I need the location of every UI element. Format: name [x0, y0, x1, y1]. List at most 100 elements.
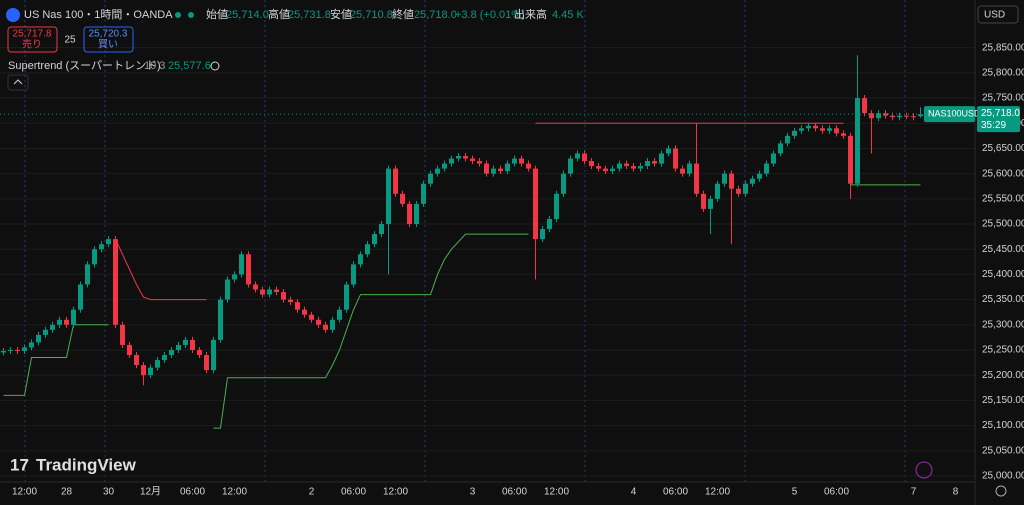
- candle-body: [134, 355, 139, 366]
- candle-body: [36, 334, 41, 343]
- candle-body: [575, 153, 580, 159]
- currency-button[interactable]: [977, 5, 1019, 24]
- candle-body: [750, 178, 755, 184]
- x-tick-label: 30: [103, 487, 115, 498]
- candle-body: [351, 264, 356, 285]
- sell-label: 売り: [22, 38, 42, 51]
- candle-body: [876, 113, 881, 119]
- y-tick-label: 25,400.00: [982, 269, 1024, 280]
- candle-body: [890, 115, 895, 118]
- candle-body: [379, 224, 384, 235]
- candle-body: [638, 166, 643, 169]
- candle-body: [568, 158, 573, 174]
- candle-body: [484, 163, 489, 174]
- candle-body: [197, 349, 202, 356]
- candle-body: [743, 183, 748, 194]
- candle-body: [603, 168, 608, 172]
- buy-price: 25,720.3: [89, 29, 128, 40]
- y-tick-label: 25,150.00: [982, 395, 1024, 406]
- candle-body: [232, 274, 237, 280]
- candle-body: [666, 148, 671, 154]
- candle-body: [911, 116, 916, 118]
- candle-body: [722, 173, 727, 184]
- hide-icon[interactable]: [210, 61, 220, 71]
- candle-body: [155, 360, 160, 368]
- candle-body: [512, 158, 517, 164]
- candle-body: [785, 135, 790, 144]
- candle-body: [358, 254, 363, 265]
- candle-body: [491, 168, 496, 174]
- candle-body: [645, 161, 650, 167]
- candle-body: [435, 168, 440, 174]
- candle-body: [841, 133, 846, 136]
- candle-body: [393, 168, 398, 194]
- buy-button[interactable]: [83, 26, 134, 53]
- candle-body: [57, 319, 62, 325]
- y-tick-label: 25,250.00: [982, 345, 1024, 356]
- x-tick-label: 06:00: [824, 487, 849, 498]
- y-tick-label: 25,550.00: [982, 193, 1024, 204]
- candle-body: [29, 342, 34, 348]
- candle-body: [8, 349, 13, 351]
- candle-body: [22, 347, 27, 351]
- x-tick-label: 06:00: [663, 487, 688, 498]
- candle-body: [736, 188, 741, 194]
- candle-body: [904, 115, 909, 117]
- candle-body: [729, 173, 734, 189]
- candle-body: [855, 98, 860, 184]
- y-tick-label: 25,300.00: [982, 319, 1024, 330]
- candle-body: [519, 158, 524, 164]
- candle-body: [813, 125, 818, 129]
- candle-body: [624, 163, 629, 167]
- candle-body: [617, 163, 622, 169]
- candle-body: [71, 309, 76, 325]
- supertrend-line: [213, 233, 529, 429]
- candle-body: [190, 339, 195, 350]
- sell-price: 25,717.8: [13, 29, 52, 40]
- alert-icon[interactable]: [915, 461, 933, 479]
- candle-body: [316, 319, 321, 325]
- symbol-icon: [6, 8, 20, 22]
- candle-body: [323, 324, 328, 330]
- candle-body: [246, 254, 251, 285]
- candle-body: [533, 168, 538, 240]
- candle-body: [260, 289, 265, 295]
- candle-body: [85, 264, 90, 285]
- candle-body: [281, 292, 286, 300]
- collapse-button[interactable]: [7, 74, 29, 91]
- indicator-params: 10 3: [144, 60, 165, 72]
- candle-body: [561, 173, 566, 194]
- x-tick-label: 12:00: [222, 487, 247, 498]
- sell-button[interactable]: [7, 26, 58, 53]
- candle-body: [50, 324, 55, 330]
- candle-body: [610, 168, 615, 172]
- volume: 4.45 K: [552, 9, 584, 21]
- candle-body: [463, 156, 468, 159]
- x-tick-label: 5: [792, 487, 798, 498]
- candle-body: [442, 163, 447, 169]
- symbol[interactable]: US Nas 100・1時間・OANDA: [24, 8, 173, 21]
- candle-body: [120, 324, 125, 345]
- candle-body: [274, 289, 279, 293]
- candle-body: [337, 309, 342, 320]
- candle-body: [204, 355, 209, 371]
- currency: USD: [984, 10, 1005, 21]
- candle-body: [708, 198, 713, 209]
- settings-icon[interactable]: [995, 485, 1007, 497]
- candle-body: [106, 239, 111, 245]
- x-tick-label: 28: [61, 487, 73, 498]
- candle-body: [771, 153, 776, 164]
- candle-body: [218, 299, 223, 340]
- candle-body: [302, 309, 307, 315]
- y-tick-label: 25,800.00: [982, 68, 1024, 79]
- candle-body: [407, 203, 412, 225]
- candle-body: [15, 349, 20, 351]
- y-tick-label: 25,750.00: [982, 93, 1024, 104]
- indicator-name[interactable]: Supertrend (スーパートレンド): [8, 59, 161, 72]
- candle-body: [64, 319, 69, 325]
- candle-body: [918, 114, 923, 117]
- candle-body: [365, 244, 370, 255]
- candle-body: [169, 349, 174, 356]
- session-breaks: [24, 0, 906, 482]
- x-tick-label: 06:00: [502, 487, 527, 498]
